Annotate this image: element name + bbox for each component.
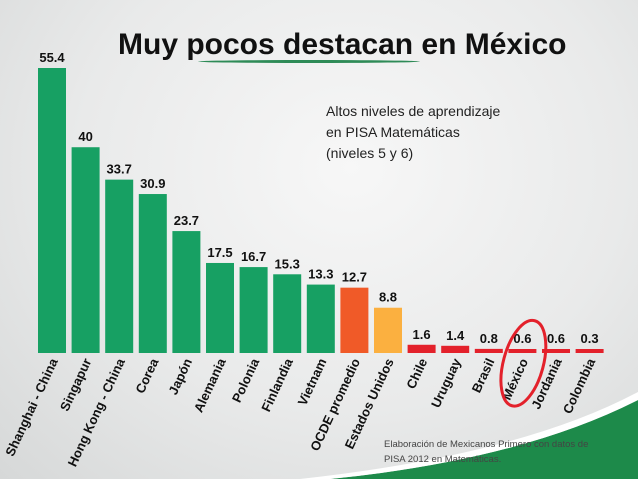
category-label: Jordania <box>528 355 565 411</box>
value-label: 0.3 <box>581 331 599 346</box>
category-label: Japón <box>165 356 195 397</box>
bar <box>38 68 66 353</box>
subtitle-line: (niveles 5 y 6) <box>326 145 414 161</box>
chart-title: Muy pocos destacan en México <box>118 28 567 61</box>
category-label: Alemania <box>191 355 229 414</box>
source-note: Elaboración de Mexicanos Primero con dat… <box>384 437 634 467</box>
value-label: 8.8 <box>379 290 397 305</box>
bar <box>273 274 302 353</box>
category-label: Shanghai - China <box>2 355 61 458</box>
source-line: PISA 2012 en Matemáticas. <box>384 454 502 465</box>
category-label: Uruguay <box>428 355 464 410</box>
bar <box>206 262 234 353</box>
bottom-swoosh <box>330 400 638 479</box>
value-label: 23.7 <box>174 213 199 228</box>
value-label: 0.8 <box>480 331 498 346</box>
category-label: Chile <box>403 356 430 391</box>
value-label: 55.4 <box>39 50 65 65</box>
source-line: Elaboración de Mexicanos Primero con dat… <box>384 439 589 450</box>
value-label: 0.6 <box>513 331 531 346</box>
value-label: 17.5 <box>207 245 232 260</box>
chart-subtitle: Altos niveles de aprendizaje en PISA Mat… <box>326 101 546 164</box>
bar <box>239 267 268 353</box>
highlight-circle <box>499 318 548 408</box>
bar <box>508 349 537 353</box>
bar <box>374 307 402 353</box>
value-label: 16.7 <box>241 249 266 264</box>
category-label: Finlandia <box>258 355 296 414</box>
bar <box>474 348 503 353</box>
value-label: 30.9 <box>140 176 165 191</box>
bar <box>542 349 570 353</box>
bar <box>172 231 201 353</box>
value-label: 0.6 <box>547 331 565 346</box>
title-underline <box>198 60 420 63</box>
subtitle-line: Altos niveles de aprendizaje <box>326 103 501 119</box>
bar <box>306 284 335 353</box>
category-label: Colombia <box>560 355 599 416</box>
bar <box>407 344 436 353</box>
category-label: Brasil <box>469 356 498 395</box>
value-label: 40 <box>78 129 92 144</box>
bar <box>441 345 470 353</box>
bar <box>71 147 100 353</box>
value-label: 1.6 <box>413 327 431 342</box>
value-label: 12.7 <box>342 270 367 285</box>
bar <box>105 179 134 353</box>
category-label: Corea <box>132 355 161 395</box>
bar <box>340 287 369 353</box>
value-label: 15.3 <box>275 256 300 271</box>
bar <box>138 194 167 353</box>
bar <box>575 349 604 353</box>
value-label: 13.3 <box>308 267 333 282</box>
value-label: 1.4 <box>446 328 465 343</box>
category-label: Singapur <box>57 356 94 413</box>
category-label: Vietnam <box>295 356 330 408</box>
category-label: Polonia <box>229 355 263 405</box>
value-label: 33.7 <box>107 162 132 177</box>
subtitle-line: en PISA Matemáticas <box>326 124 460 140</box>
